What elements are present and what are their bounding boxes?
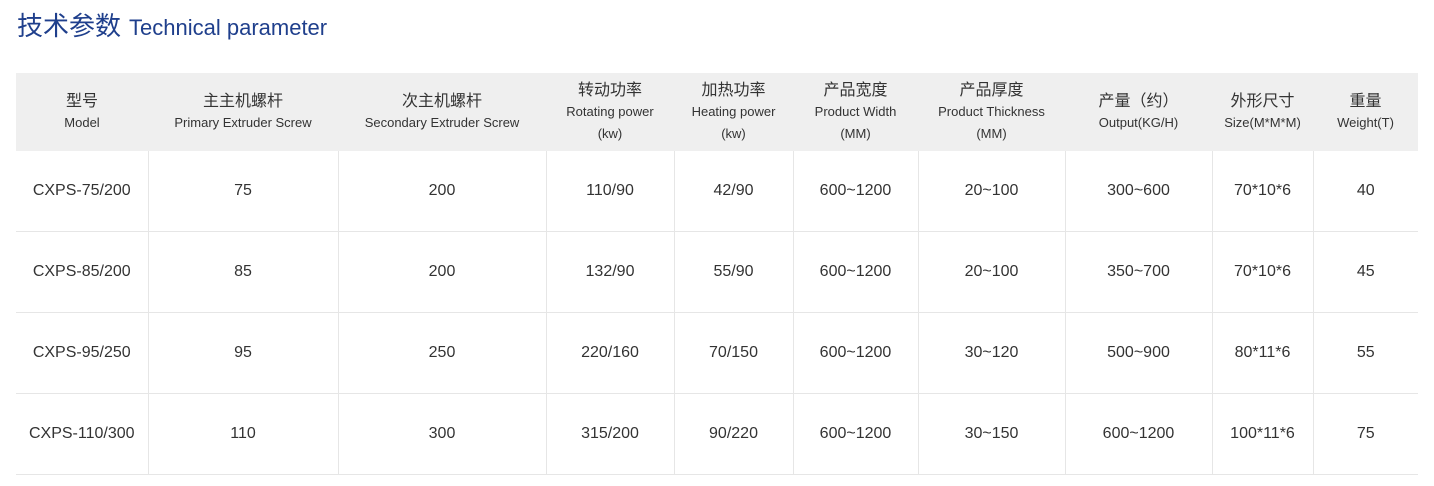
table-cell: CXPS-85/200 [16, 231, 149, 313]
table-cell: 100*11*6 [1212, 393, 1314, 475]
table-cell: 30~150 [918, 393, 1066, 475]
table-row: CXPS-75/200 75 200 110/90 42/90 600~1200 20~10… [16, 151, 1418, 232]
table-cell: 40 [1313, 151, 1418, 232]
header-en: Size(M*M*M) [1224, 115, 1301, 130]
header-cn: 型号 [65, 91, 98, 110]
header-cn: 重量 [1349, 91, 1382, 110]
table-cell: 55/90 [674, 231, 794, 313]
table-cell: 70*10*6 [1212, 231, 1314, 313]
header-en: Product Width [814, 104, 897, 119]
header-en: Primary Extruder Screw [174, 115, 312, 130]
table-cell: 132/90 [546, 231, 675, 313]
table-cell: 55 [1313, 312, 1418, 394]
table-cell: 220/160 [546, 312, 675, 394]
title-chinese: 技术参数 [17, 12, 122, 42]
table-cell: 300~600 [1065, 151, 1213, 232]
page-title: 技术参数 Technical parameter [17, 6, 327, 43]
header-en: Product Thickness [938, 104, 1045, 119]
table-cell: 45 [1313, 231, 1418, 313]
table-cell: 250 [338, 312, 547, 394]
table-cell: 70/150 [674, 312, 794, 394]
table-cell: CXPS-75/200 [16, 151, 149, 232]
table-cell: 75 [148, 151, 339, 232]
table-cell: CXPS-110/300 [16, 393, 149, 475]
title-english: Technical parameter [129, 15, 328, 40]
table-cell: 110/90 [546, 151, 675, 232]
header-cn: 产量（约） [1098, 91, 1179, 110]
table-cell: 30~120 [918, 312, 1066, 394]
column-header: 产量（约） Output(KG/H) [1065, 73, 1212, 151]
column-header: 主主机螺杆 Primary Extruder Screw [148, 73, 338, 151]
table-cell: 90/220 [674, 393, 794, 475]
table-cell: 300 [338, 393, 547, 475]
column-header: 转动功率 Rotating power (kw) [546, 73, 674, 151]
header-en: Heating power [691, 104, 776, 119]
header-en: Rotating power [566, 104, 654, 119]
column-header: 产品宽度 Product Width (MM) [793, 73, 918, 151]
table-cell: 95 [148, 312, 339, 394]
table-row: CXPS-85/200 85 200 132/90 55/90 600~1200 20~10… [16, 231, 1418, 313]
table-cell: 600~1200 [793, 231, 919, 313]
table-cell: 20~100 [918, 231, 1066, 313]
table-cell: 200 [338, 151, 547, 232]
table-cell: 20~100 [918, 151, 1066, 232]
header-en: Output(KG/H) [1098, 115, 1179, 130]
table-cell: 600~1200 [793, 312, 919, 394]
header-en: Weight(T) [1337, 115, 1394, 130]
header-cn: 主主机螺杆 [202, 91, 283, 110]
table-cell: 600~1200 [1065, 393, 1213, 475]
table-cell: 42/90 [674, 151, 794, 232]
column-header: 型号 Model [16, 73, 148, 151]
table-cell: 200 [338, 231, 547, 313]
table-header-row: 型号 Model 主主机螺杆 Primary Extruder Screw 次主机螺杆 S… [16, 73, 1418, 151]
header-cn: 产品厚度 [959, 80, 1024, 99]
technical-parameter-table: 型号 Model 主主机螺杆 Primary Extruder Screw 次主机螺杆 S… [16, 73, 1418, 475]
header-cn: 次主机螺杆 [401, 91, 482, 110]
header-unit: (kw) [597, 126, 623, 141]
column-header: 外形尺寸 Size(M*M*M) [1212, 73, 1313, 151]
header-cn: 外形尺寸 [1230, 91, 1295, 110]
table-cell: 80*11*6 [1212, 312, 1314, 394]
column-header: 重量 Weight(T) [1313, 73, 1418, 151]
header-unit: (MM) [840, 126, 871, 141]
table-cell: 315/200 [546, 393, 675, 475]
table-cell: 110 [148, 393, 339, 475]
header-en: Secondary Extruder Screw [364, 115, 520, 130]
table-cell: 70*10*6 [1212, 151, 1314, 232]
table-cell: 75 [1313, 393, 1418, 475]
header-en: Model [64, 115, 100, 130]
table-cell: 500~900 [1065, 312, 1213, 394]
table-cell: 600~1200 [793, 151, 919, 232]
header-unit: (kw) [721, 126, 746, 141]
header-cn: 转动功率 [577, 80, 642, 99]
header-unit: (MM) [976, 126, 1007, 141]
column-header: 加热功率 Heating power (kw) [674, 73, 793, 151]
column-header: 次主机螺杆 Secondary Extruder Screw [338, 73, 546, 151]
header-cn: 加热功率 [701, 80, 766, 99]
table-row: CXPS-110/300 110 300 315/200 90/220 600~1200 3… [16, 393, 1418, 475]
table-cell: CXPS-95/250 [16, 312, 149, 394]
header-cn: 产品宽度 [823, 80, 888, 99]
table-cell: 350~700 [1065, 231, 1213, 313]
table-cell: 600~1200 [793, 393, 919, 475]
column-header: 产品厚度 Product Thickness (MM) [918, 73, 1065, 151]
table-cell: 85 [148, 231, 339, 313]
table-row: CXPS-95/250 95 250 220/160 70/150 600~1200 30~… [16, 312, 1418, 394]
